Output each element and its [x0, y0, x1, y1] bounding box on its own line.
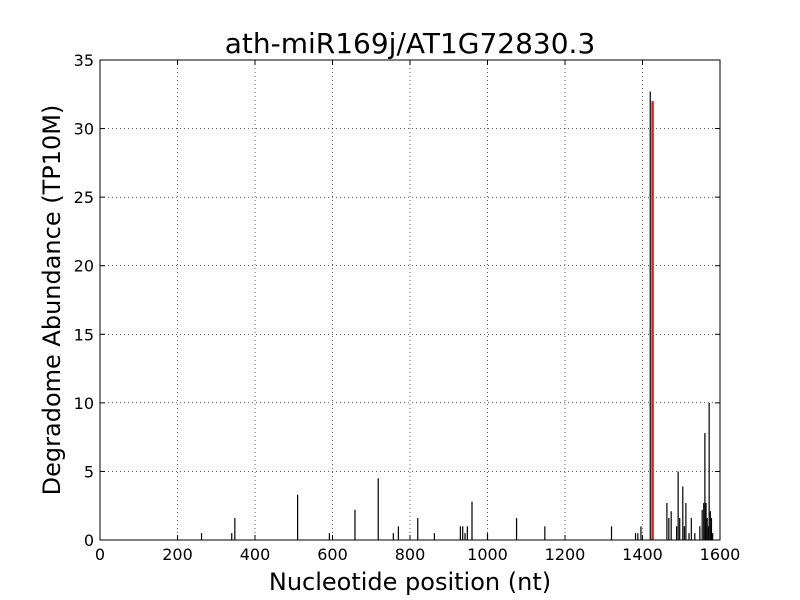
bars	[200, 91, 714, 540]
y-tick-label: 20	[74, 257, 94, 276]
x-tick-label: 0	[95, 545, 105, 564]
x-tick-label: 800	[395, 545, 426, 564]
x-tick-label: 600	[317, 545, 348, 564]
y-tick-label: 0	[84, 531, 94, 550]
x-tick-label: 200	[162, 545, 193, 564]
y-tick-label: 25	[74, 188, 94, 207]
chart-title: ath-miR169j/AT1G72830.3	[225, 27, 596, 60]
x-tick-label: 1200	[545, 545, 586, 564]
x-tick-label: 1600	[700, 545, 741, 564]
y-tick-label: 5	[84, 462, 94, 481]
x-axis-label: Nucleotide position (nt)	[269, 568, 551, 596]
y-tick-label: 10	[74, 394, 94, 413]
y-tick-label: 30	[74, 120, 94, 139]
ticks: 0 200 400 600 800 1000 1200 1400 1600 0 5 10 15 20 25 3…	[74, 51, 741, 564]
y-tick-label: 15	[74, 325, 94, 344]
x-tick-label: 1000	[467, 545, 508, 564]
y-tick-label: 35	[74, 51, 94, 70]
y-axis-label: Degradome Abundance (TP10M)	[38, 105, 66, 496]
x-tick-label: 1400	[622, 545, 663, 564]
x-tick-label: 400	[240, 545, 271, 564]
